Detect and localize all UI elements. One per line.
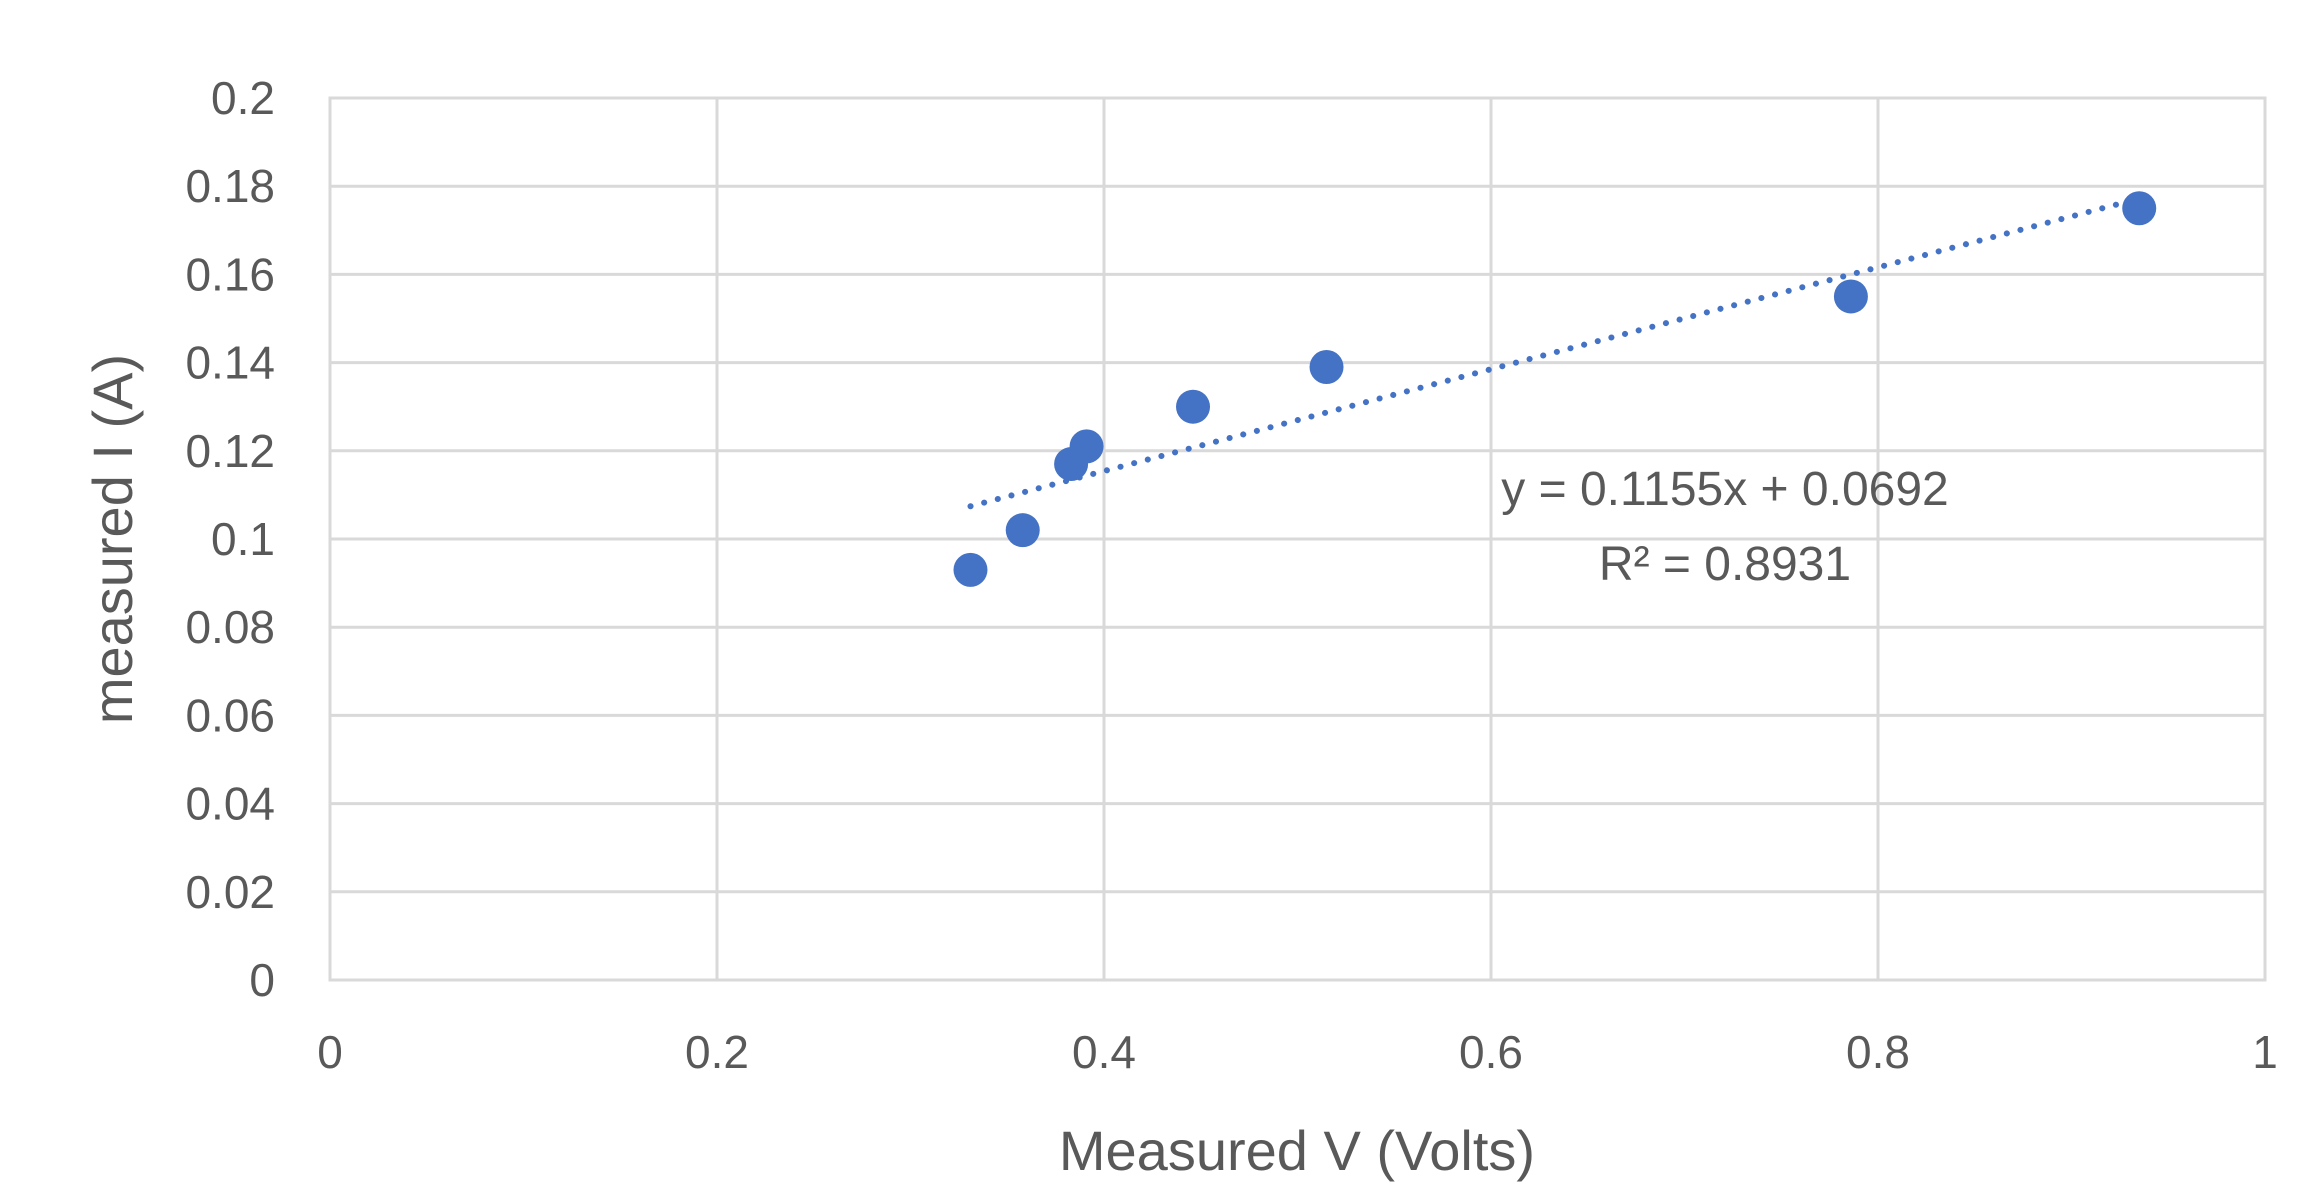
y-tick-label: 0.14 <box>185 337 275 389</box>
y-tick-label: 0 <box>249 954 275 1006</box>
data-point <box>1833 279 1868 314</box>
y-tick-label: 0.04 <box>185 778 275 830</box>
x-axis-title: Measured V (Volts) <box>1059 1119 1535 1182</box>
data-point <box>1176 389 1211 424</box>
y-tick-label: 0.02 <box>185 866 275 918</box>
plot-area-border <box>328 96 2267 982</box>
data-point <box>1309 350 1344 385</box>
y-tick-label: 0.08 <box>185 601 275 653</box>
x-tick-label: 0.4 <box>1072 1026 1136 1078</box>
trendline-r-squared: R² = 0.8931 <box>1599 538 1851 591</box>
y-tick-label: 0.06 <box>185 689 275 741</box>
y-axis-title: measured I (A) <box>81 354 144 724</box>
data-point <box>1069 429 1104 464</box>
x-tick-label: 0 <box>317 1026 343 1078</box>
y-tick-label: 0.18 <box>185 160 275 212</box>
x-tick-label: 0.6 <box>1459 1026 1523 1078</box>
y-tick-label: 0.16 <box>185 248 275 300</box>
x-tick-label: 0.8 <box>1846 1026 1910 1078</box>
grid-lines <box>328 96 2267 982</box>
y-tick-label: 0.2 <box>211 72 275 124</box>
y-tick-label: 0.1 <box>211 513 275 565</box>
data-point <box>2122 191 2157 226</box>
x-tick-label: 0.2 <box>685 1026 749 1078</box>
data-point <box>953 552 988 587</box>
y-tick-label: 0.12 <box>185 425 275 477</box>
trendline-equation: y = 0.1155x + 0.0692 <box>1501 463 1948 516</box>
y-axis-ticks: 0 0.02 0.04 0.06 0.08 0.1 0.12 0.14 0.16 0.18 0.2 <box>185 72 275 1006</box>
data-points <box>953 191 2157 587</box>
data-point <box>1005 513 1040 548</box>
trendline <box>967 195 2143 510</box>
x-axis-ticks: 0 0.2 0.4 0.6 0.8 1 <box>317 1026 2278 1078</box>
x-tick-label: 1 <box>2252 1026 2278 1078</box>
